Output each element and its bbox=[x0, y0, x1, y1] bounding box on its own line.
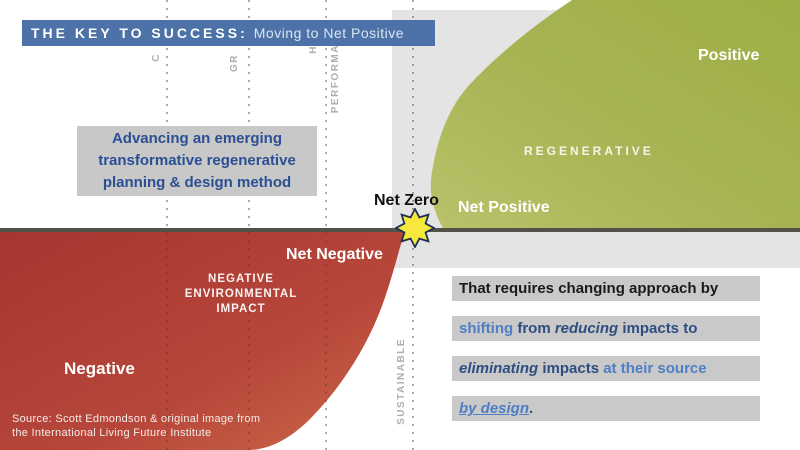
negative-environmental-impact-label: NEGATIVE ENVIRONMENTAL IMPACT bbox=[152, 272, 330, 317]
guide-line-green bbox=[248, 0, 250, 450]
impact-line-1: NEGATIVE bbox=[208, 273, 274, 285]
positive-zone-label: Positive bbox=[698, 47, 760, 64]
axis-label-sustainable: SUSTAINABLE bbox=[396, 338, 407, 425]
statement-2-shifting: shifting bbox=[459, 320, 514, 337]
guide-line-high-performance bbox=[325, 0, 327, 450]
net-zero-star-icon bbox=[394, 207, 436, 249]
axis-label-c: C bbox=[151, 53, 162, 62]
callout-line-1: Advancing an emerging bbox=[111, 130, 283, 147]
net-negative-label: Net Negative bbox=[286, 246, 383, 263]
statement-4-period: . bbox=[529, 400, 534, 417]
guide-line-conventional bbox=[166, 0, 168, 450]
negative-zone-label: Negative bbox=[64, 359, 135, 378]
statement-line-3: eliminating impacts at their source bbox=[452, 356, 760, 381]
net-zero-label: Net Zero bbox=[374, 192, 439, 209]
statement-line-2: shifting from reducing impacts to bbox=[452, 316, 760, 341]
callout-line-3: planning & design method bbox=[102, 174, 292, 191]
axis-label-h: H bbox=[308, 45, 319, 54]
source-line-1: Source: Scott Edmondson & original image… bbox=[12, 413, 261, 425]
impact-line-2: ENVIRONMENTAL bbox=[184, 288, 298, 300]
regenerative-zone-label: REGENERATIVE bbox=[524, 144, 654, 158]
statement-2-from: from bbox=[513, 320, 555, 337]
negative-curve-shape bbox=[0, 231, 405, 450]
statement-line-1: That requires changing approach by bbox=[452, 276, 760, 301]
impact-line-3: IMPACT bbox=[216, 303, 266, 315]
statement-4-by-design: by design bbox=[459, 400, 530, 417]
statement-2-reducing: reducing bbox=[554, 320, 619, 337]
axis-label-performa: PERFORMA bbox=[330, 43, 341, 113]
statement-3-eliminating: eliminating bbox=[459, 360, 539, 377]
callout-line-2: transformative regenerative bbox=[98, 152, 296, 169]
statement-1-text: That requires changing approach by bbox=[459, 280, 719, 297]
source-attribution: Source: Scott Edmondson & original image… bbox=[12, 412, 260, 440]
callout-box: Advancing an emerging transformative reg… bbox=[77, 126, 317, 196]
axis-label-gr: GR bbox=[229, 54, 240, 72]
slide-title-bar: THE KEY TO SUCCESS: Moving to Net Positi… bbox=[22, 20, 435, 46]
slide-title-subtitle: Moving to Net Positive bbox=[253, 25, 405, 41]
net-positive-label: Net Positive bbox=[458, 199, 550, 216]
source-line-2: the International Living Future Institut… bbox=[12, 427, 212, 439]
statement-line-4: by design. bbox=[452, 396, 760, 421]
slide-title-emphasis: THE KEY TO SUCCESS: bbox=[31, 25, 248, 41]
positive-curve-shape bbox=[430, 0, 800, 232]
statement-3-at-their-source: at their source bbox=[603, 360, 707, 377]
statement-2-impacts-to: impacts to bbox=[618, 320, 698, 337]
statement-3-impacts: impacts bbox=[538, 360, 604, 377]
